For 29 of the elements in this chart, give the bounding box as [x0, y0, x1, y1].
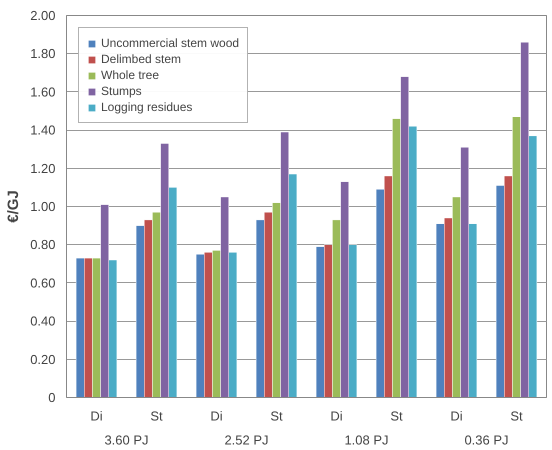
text: 0.36 PJ — [464, 432, 509, 448]
x-tick-label: Di — [450, 408, 463, 424]
text: 2.52 PJ — [224, 432, 269, 448]
x-tick-label: St — [390, 408, 404, 424]
y-tick-label: 0.20 — [30, 352, 56, 367]
y-tick-label: 0.40 — [30, 314, 56, 329]
y-tick-label: 1.80 — [30, 46, 56, 62]
x-tick-label: Di — [210, 408, 223, 424]
y-tick-label: 1.20 — [30, 160, 56, 176]
y-tick-label: 1.60 — [30, 84, 56, 100]
x-tick-label: St — [150, 408, 164, 424]
y-tick-label: 0.60 — [30, 275, 56, 290]
y-tick-label: 1.00 — [30, 199, 56, 214]
x-tick-label: Di — [90, 408, 103, 424]
x-tick-label: St — [510, 408, 524, 424]
x-tick-label: St — [270, 408, 284, 424]
text: 1.08 PJ — [344, 432, 389, 448]
x-tick-label: Di — [330, 408, 343, 424]
legend-label: Whole tree — [101, 68, 160, 82]
legend-label: Stumps — [101, 84, 142, 98]
y-axis-title: €/GJ — [5, 190, 22, 223]
text: 3.60 PJ — [104, 432, 149, 448]
legend-label: Delimbed stem — [101, 52, 182, 66]
y-tick-label: 0.80 — [30, 237, 56, 252]
legend-label: Logging residues — [101, 100, 192, 114]
y-tick-label: 1.40 — [30, 122, 56, 138]
y-tick-label: 0 — [48, 390, 56, 405]
y-tick-label: 2.00 — [30, 8, 56, 23]
legend-label: Uncommercial stem wood — [101, 36, 240, 50]
